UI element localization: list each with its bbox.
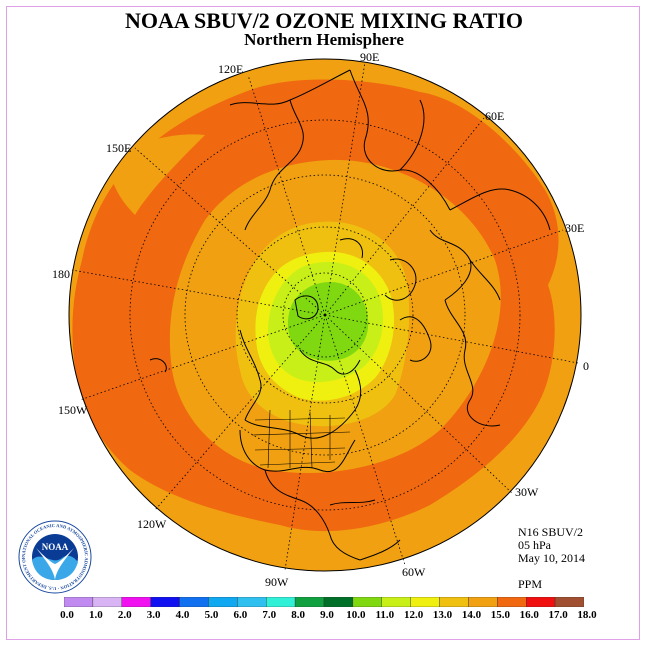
logo-text: NOAA <box>42 542 69 552</box>
units-label: PPM <box>518 577 543 591</box>
colorbar-swatch <box>64 597 94 607</box>
graticule <box>71 61 579 571</box>
colorbar-tick-label: 0.0 <box>60 609 74 621</box>
colorbar-swatch <box>439 597 469 607</box>
coastlines <box>149 69 551 561</box>
colorbar-swatch <box>92 597 122 607</box>
colorbar-swatch <box>294 597 325 607</box>
lon-label-30e: 30E <box>565 221 584 235</box>
colorbar-swatch <box>410 597 440 607</box>
lon-label-150w: 150W <box>58 403 88 417</box>
colorbar-tick-label: 7.0 <box>262 609 277 621</box>
lon-label-180: 180 <box>52 267 70 281</box>
longitude-labels: 90E 60E 30E 0 30W 60W 90W 120W 150W 180 … <box>52 50 589 589</box>
image-frame <box>6 6 640 640</box>
colorbar-tick-label: 12.0 <box>404 609 424 621</box>
colorbar-tick-label: 15.0 <box>490 609 510 621</box>
date-label: May 10, 2014 <box>518 551 585 565</box>
colorbar-swatch <box>381 597 411 607</box>
colorbar-swatch <box>208 597 238 607</box>
colorbar-tick-label: 10.0 <box>346 609 366 621</box>
band-14-15-patch <box>109 134 205 215</box>
pressure-level-label: 05 hPa <box>518 538 551 552</box>
lon-label-150e: 150E <box>106 141 131 155</box>
colorbar-swatch <box>179 597 209 607</box>
colorbar-tick-label: 18.0 <box>577 609 597 621</box>
colorbar-tick-label: 11.0 <box>375 609 395 621</box>
colorbar-swatch <box>150 597 180 607</box>
lon-label-30w: 30W <box>515 485 539 499</box>
band-15-16 <box>72 79 559 532</box>
colorbar-tick-label: 16.0 <box>519 609 539 621</box>
ozone-field <box>69 59 581 571</box>
colorbar-swatch <box>526 597 556 607</box>
colorbar-tick-label: 8.0 <box>291 609 305 621</box>
colorbar-swatch <box>266 597 296 607</box>
colorbar-tick-label: 17.0 <box>548 609 568 621</box>
lon-label-120e: 120E <box>218 62 243 76</box>
lon-label-0: 0 <box>583 359 589 373</box>
colorbar-tick-label: 4.0 <box>175 609 190 621</box>
colorbar-swatch <box>497 597 527 607</box>
colorbar-tick-label: 1.0 <box>89 609 103 621</box>
colorbar-swatch <box>323 597 354 607</box>
band-10-11 <box>287 282 369 361</box>
colorbar-tick-label: 3.0 <box>146 609 161 621</box>
colorbar-swatch <box>554 597 584 607</box>
lon-label-120w: 120W <box>137 517 167 531</box>
state-borders <box>251 409 351 469</box>
colorbar-swatch <box>352 597 382 607</box>
colorbar-tick-label: 2.0 <box>117 609 132 621</box>
info-block: N16 SBUV/2 05 hPa May 10, 2014 PPM <box>518 526 585 591</box>
colorbar-swatch <box>237 597 267 607</box>
instrument-label: N16 SBUV/2 <box>518 525 584 539</box>
colorbar-tick-label: 9.0 <box>320 609 334 621</box>
lon-label-60e: 60E <box>485 109 504 123</box>
lon-label-60w: 60W <box>402 565 426 579</box>
page-title: NOAA SBUV/2 OZONE MIXING RATIO <box>124 8 524 33</box>
colorbar-tick-label: 5.0 <box>204 609 219 621</box>
page-subtitle: Northern Hemisphere <box>244 30 404 49</box>
colorbar-tick-label: 13.0 <box>432 609 453 621</box>
colorbar-tick-label: 6.0 <box>233 609 248 621</box>
colorbar-swatch <box>468 597 498 607</box>
colorbar-tick-label: 14.0 <box>461 609 482 621</box>
colorbar-labels: 0.0 1.0 2.0 3.0 4.0 5.0 6.0 7.0 8.0 9.0 10.0 11.0 12… <box>0 609 648 623</box>
colorbar <box>64 597 584 607</box>
lon-label-90w: 90W <box>265 575 289 589</box>
map-border <box>68 58 582 572</box>
lon-label-90e: 90E <box>360 50 379 64</box>
colorbar-swatch <box>121 597 151 607</box>
noaa-logo: NATIONAL OCEANIC AND ATMOSPHERIC ADMINIS… <box>18 520 92 594</box>
